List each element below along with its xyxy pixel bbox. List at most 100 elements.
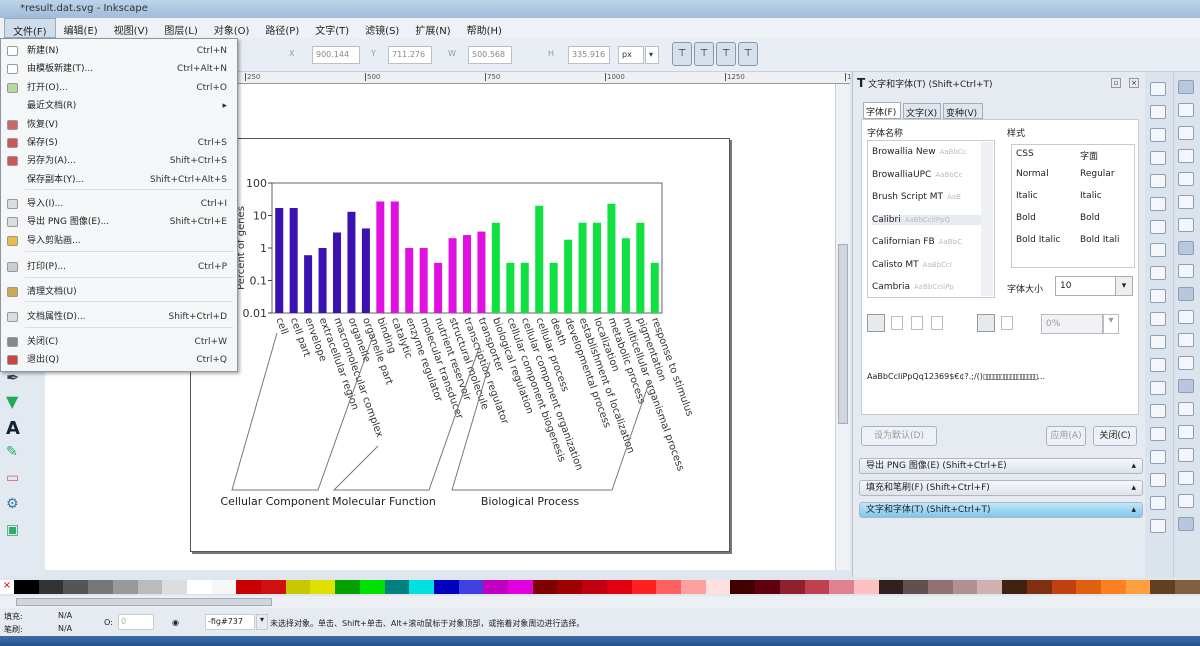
font-list-item[interactable]: Californian FB AaBbC bbox=[872, 237, 962, 247]
vertical-text-button[interactable] bbox=[1001, 316, 1013, 330]
bar[interactable] bbox=[390, 201, 399, 313]
style-list-cell[interactable]: Italic bbox=[1016, 191, 1038, 201]
file-menu-item[interactable]: 新建(N) Ctrl+N bbox=[1, 42, 237, 60]
horizontal-text-button[interactable] bbox=[977, 314, 995, 332]
command-button-icon[interactable] bbox=[1150, 128, 1166, 142]
color-swatch[interactable] bbox=[112, 580, 138, 594]
layer-visibility-icon[interactable]: ◉ bbox=[172, 618, 179, 627]
color-swatch[interactable] bbox=[730, 580, 756, 594]
color-swatch[interactable] bbox=[1175, 580, 1200, 594]
dock-fill-stroke[interactable]: 填充和笔刷(F) (Shift+Ctrl+F) ▴ bbox=[859, 480, 1143, 496]
font-list-item[interactable]: Calisto MT AaBbCcI bbox=[872, 260, 952, 270]
color-swatch[interactable] bbox=[680, 580, 706, 594]
bar[interactable] bbox=[477, 231, 486, 313]
menu-3[interactable]: 图层(L) bbox=[164, 26, 198, 37]
font-list-item[interactable]: Cambria AaBbCcIiPp bbox=[872, 282, 954, 292]
command-button-icon[interactable] bbox=[1150, 427, 1166, 441]
y-input[interactable]: 711.276 bbox=[388, 46, 432, 64]
bar[interactable] bbox=[491, 222, 500, 313]
style-list-cell[interactable]: Italic bbox=[1080, 191, 1102, 201]
font-list-item[interactable]: Calibri AaBbCcIiPpQ bbox=[872, 214, 984, 225]
apply-button[interactable]: 应用(A) bbox=[1046, 426, 1086, 446]
color-swatch[interactable] bbox=[804, 580, 830, 594]
panel-iconify-button[interactable]: ▫ bbox=[1111, 78, 1121, 88]
bar[interactable] bbox=[607, 203, 616, 313]
command-button-icon[interactable] bbox=[1150, 358, 1166, 372]
snap-toggle-icon[interactable] bbox=[1178, 149, 1194, 163]
move-gradients-toggle[interactable]: ⊤ bbox=[716, 42, 736, 66]
file-menu-item[interactable]: 导出 PNG 图像(E)... Shift+Ctrl+E bbox=[1, 213, 237, 231]
tab-variants[interactable]: 变种(V) bbox=[943, 103, 983, 119]
command-button-icon[interactable] bbox=[1150, 335, 1166, 349]
snap-toggle-icon[interactable] bbox=[1178, 103, 1194, 117]
command-button-icon[interactable] bbox=[1150, 496, 1166, 510]
font-list-item[interactable]: Browallia New AaBbCc bbox=[872, 147, 967, 157]
bar[interactable] bbox=[535, 205, 544, 313]
color-swatch[interactable] bbox=[38, 580, 64, 594]
bar[interactable] bbox=[318, 248, 327, 313]
command-button-icon[interactable] bbox=[1150, 174, 1166, 188]
color-swatch[interactable] bbox=[532, 580, 558, 594]
color-swatch[interactable] bbox=[1076, 580, 1101, 594]
command-button-icon[interactable] bbox=[1150, 151, 1166, 165]
command-button-icon[interactable] bbox=[1150, 220, 1166, 234]
scale-corners-toggle[interactable]: ⊤ bbox=[694, 42, 714, 66]
bar[interactable] bbox=[549, 262, 558, 313]
style-list-cell[interactable]: Normal bbox=[1016, 169, 1049, 179]
snap-toggle-icon[interactable] bbox=[1178, 264, 1194, 278]
command-button-icon[interactable] bbox=[1150, 473, 1166, 487]
color-swatch[interactable] bbox=[1150, 580, 1176, 594]
color-swatch[interactable] bbox=[853, 580, 879, 594]
color-swatch[interactable] bbox=[903, 580, 929, 594]
snap-toggle-icon[interactable] bbox=[1178, 494, 1194, 508]
color-swatch[interactable] bbox=[977, 580, 1003, 594]
color-swatch[interactable] bbox=[261, 580, 286, 594]
eraser-tool-icon[interactable]: ▭ bbox=[6, 470, 20, 486]
align-center-button[interactable] bbox=[891, 316, 903, 330]
bar[interactable] bbox=[304, 255, 313, 313]
style-column-header[interactable]: 字面 bbox=[1080, 152, 1099, 162]
command-button-icon[interactable] bbox=[1150, 381, 1166, 395]
color-swatch[interactable] bbox=[285, 580, 311, 594]
bar[interactable] bbox=[289, 208, 298, 313]
file-menu-item[interactable]: 打印(P)... Ctrl+P bbox=[1, 258, 237, 276]
snap-toggle-icon[interactable] bbox=[1178, 195, 1194, 209]
color-swatch[interactable] bbox=[952, 580, 978, 594]
text-tool-icon[interactable]: A bbox=[6, 418, 20, 439]
tab-text[interactable]: 文字(X) bbox=[903, 103, 941, 119]
color-swatch[interactable] bbox=[359, 580, 385, 594]
command-button-icon[interactable] bbox=[1150, 519, 1166, 533]
color-swatch[interactable] bbox=[483, 580, 509, 594]
dropper-tool-icon[interactable]: ▣ bbox=[6, 522, 20, 538]
scale-stroke-toggle[interactable]: ⊤ bbox=[672, 42, 692, 66]
style-list-cell[interactable]: Bold Itali bbox=[1080, 235, 1120, 245]
color-swatch[interactable] bbox=[88, 580, 113, 594]
calligraphy-tool-icon[interactable]: ✒ bbox=[6, 368, 20, 387]
color-palette[interactable]: × bbox=[0, 580, 1200, 594]
set-as-default-button[interactable]: 设为默认(D) bbox=[861, 426, 937, 446]
bar[interactable] bbox=[275, 208, 284, 313]
snap-toggle-icon[interactable] bbox=[1178, 80, 1194, 94]
snap-toggle-icon[interactable] bbox=[1178, 379, 1194, 393]
color-swatch[interactable] bbox=[606, 580, 632, 594]
color-swatch[interactable] bbox=[1002, 580, 1027, 594]
no-paint-swatch[interactable]: × bbox=[0, 580, 14, 594]
align-right-button[interactable] bbox=[911, 316, 923, 330]
bucket-tool-icon[interactable]: ▼ bbox=[6, 392, 19, 411]
move-patterns-toggle[interactable]: ⊤ bbox=[738, 42, 758, 66]
color-swatch[interactable] bbox=[409, 580, 434, 594]
snap-toggle-icon[interactable] bbox=[1178, 126, 1194, 140]
color-swatch[interactable] bbox=[162, 580, 187, 594]
bar[interactable] bbox=[434, 262, 443, 313]
color-swatch[interactable] bbox=[1100, 580, 1126, 594]
color-swatch[interactable] bbox=[557, 580, 583, 594]
w-input[interactable]: 500.568 bbox=[468, 46, 512, 64]
bar[interactable] bbox=[650, 262, 659, 313]
bar[interactable] bbox=[347, 211, 356, 313]
horizontal-scrollbar[interactable] bbox=[0, 596, 1200, 608]
font-list-item[interactable]: Brush Script MT AaB bbox=[872, 192, 961, 202]
bar[interactable] bbox=[361, 228, 370, 313]
bar[interactable] bbox=[578, 222, 587, 313]
color-swatch[interactable] bbox=[705, 580, 731, 594]
color-swatch[interactable] bbox=[458, 580, 484, 594]
